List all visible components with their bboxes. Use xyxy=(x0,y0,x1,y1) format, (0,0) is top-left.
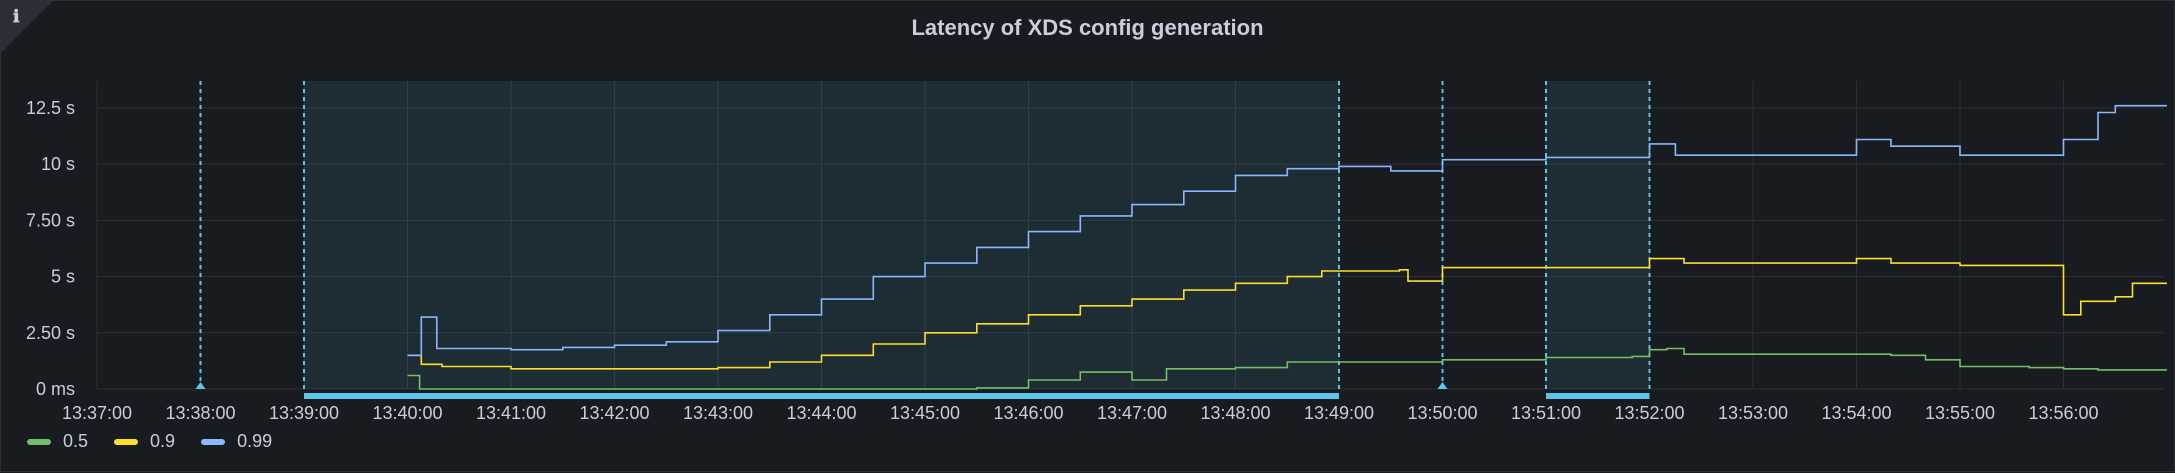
legend-item-0.99[interactable]: 0.99 xyxy=(201,431,272,452)
panel-title[interactable]: Latency of XDS config generation xyxy=(911,15,1264,40)
x-tick-label: 13:53:00 xyxy=(1718,403,1788,423)
y-tick-label: 10 s xyxy=(41,154,75,174)
annotation-region xyxy=(304,81,1339,389)
x-tick-label: 13:40:00 xyxy=(372,403,442,423)
series-line-0.99 xyxy=(407,104,2167,357)
x-tick-label: 13:46:00 xyxy=(993,403,1063,423)
legend-label: 0.99 xyxy=(237,431,273,451)
legend-swatch xyxy=(27,438,51,445)
annotation-region-marker xyxy=(304,393,1339,399)
x-tick-label: 13:39:00 xyxy=(269,403,339,423)
x-tick-label: 13:56:00 xyxy=(2028,403,2098,423)
legend-label: 0.5 xyxy=(63,431,89,451)
info-icon[interactable]: ℹ xyxy=(13,7,20,27)
y-tick-label: 5 s xyxy=(51,267,75,287)
y-tick-label: 2.50 s xyxy=(26,323,75,343)
x-tick-label: 13:51:00 xyxy=(1511,403,1581,423)
y-tick-label: 12.5 s xyxy=(26,98,75,118)
x-tick-label: 13:52:00 xyxy=(1614,403,1684,423)
x-tick-label: 13:43:00 xyxy=(683,403,753,423)
x-tick-label: 13:37:00 xyxy=(62,403,132,423)
annotation-region-marker xyxy=(1546,393,1650,399)
y-tick-label: 0 ms xyxy=(36,379,75,399)
annotation-region xyxy=(1546,81,1650,389)
legend: 0.5 0.9 0.99 xyxy=(27,431,272,452)
x-tick-label: 13:54:00 xyxy=(1821,403,1891,423)
series-line-0.5 xyxy=(407,347,2167,390)
legend-item-0.9[interactable]: 0.9 xyxy=(114,431,175,452)
panel-info-corner xyxy=(1,1,53,53)
annotation-marker xyxy=(1437,382,1448,389)
x-tick-label: 13:45:00 xyxy=(890,403,960,423)
x-tick-label: 13:48:00 xyxy=(1200,403,1270,423)
x-tick-label: 13:44:00 xyxy=(786,403,856,423)
x-tick-label: 13:50:00 xyxy=(1407,403,1477,423)
y-tick-label: 7.50 s xyxy=(26,210,75,230)
x-tick-label: 13:55:00 xyxy=(1925,403,1995,423)
x-tick-label: 13:41:00 xyxy=(476,403,546,423)
series-line-0.9 xyxy=(407,257,2167,370)
legend-item-0.5[interactable]: 0.5 xyxy=(27,431,88,452)
legend-swatch xyxy=(114,438,139,445)
x-tick-label: 13:47:00 xyxy=(1097,403,1167,423)
annotation-marker xyxy=(195,382,206,389)
legend-swatch xyxy=(201,438,226,445)
x-tick-label: 13:49:00 xyxy=(1304,403,1374,423)
x-tick-label: 13:42:00 xyxy=(579,403,649,423)
legend-label: 0.9 xyxy=(150,431,176,451)
x-tick-label: 13:38:00 xyxy=(165,403,235,423)
